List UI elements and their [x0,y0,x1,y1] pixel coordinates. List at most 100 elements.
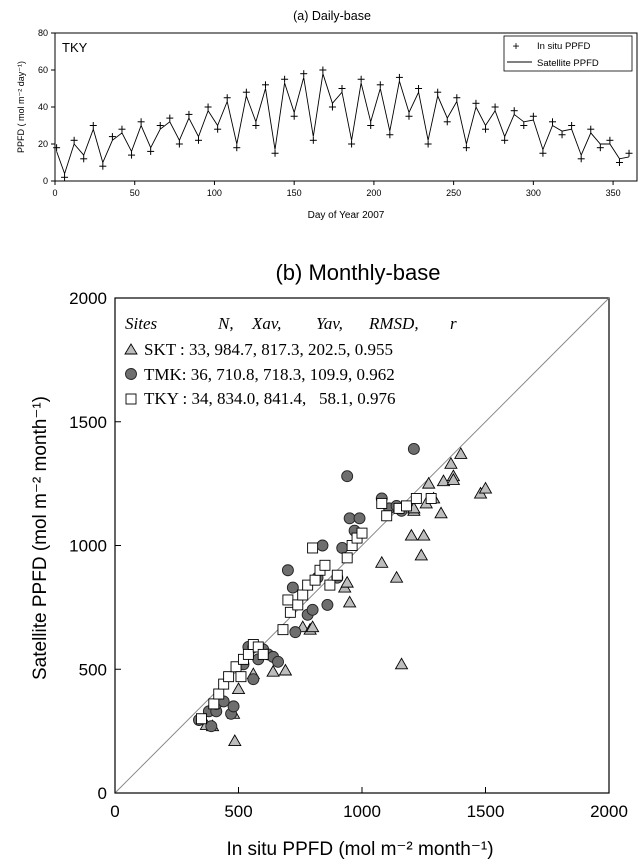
tky-point [208,698,220,710]
insitu-point [175,140,183,148]
tky-point [309,574,321,586]
monthly-x-axis: 0 500 1000 1500 2000 [110,787,628,821]
monthly-points [193,443,493,746]
insitu-point [424,140,432,148]
daily-y-tick-label: 40 [38,102,48,112]
insitu-point [80,155,88,163]
daily-x-axis-label: Day of Year 2007 [308,210,385,221]
skt-point [414,548,429,561]
insitu-point [319,66,327,74]
tmk-point [286,581,299,594]
tky-point [297,589,309,601]
tky-point [376,497,388,509]
insitu-point [491,103,499,111]
daily-x-tick-label: 150 [287,188,302,198]
skt-point [305,620,320,633]
insitu-point [472,99,480,107]
insitu-point [281,75,289,83]
skt-point [342,595,357,608]
monthly-x-tick-label: 1500 [467,802,505,821]
insitu-point [615,159,623,166]
skt-point [278,663,293,676]
monthly-chart-title: (b) Monthly-base [275,260,440,285]
legend-header-sites: Sites [125,314,157,333]
daily-y-axis-label: PPFD ( mol m⁻² day⁻¹) [16,61,26,153]
insitu-point [529,112,537,120]
tmk-point [227,700,240,713]
tky-point [282,594,294,606]
legend-header-rmsd: RMSD, [368,314,419,333]
insitu-point [510,107,518,115]
tky-point [277,624,289,636]
insitu-point [386,131,394,139]
insitu-point [195,136,203,144]
insitu-point [89,122,97,129]
insitu-point [625,149,633,157]
daily-chart-title: (a) Daily-base [293,9,371,23]
insitu-point [405,112,413,120]
insitu-point [520,122,528,129]
daily-x-tick-label: 350 [606,188,621,198]
insitu-point [242,88,250,96]
insitu-point [434,88,442,96]
skt-point [446,473,461,485]
legend-header-yav: Yav, [316,314,343,333]
monthly-y-axis: 0 500 1000 1500 2000 [69,289,121,803]
monthly-legend: Sites N, Xav, Yav, RMSD, r SKT : 33, 984… [124,314,457,408]
tky-point [410,493,422,504]
tky-point [257,648,269,660]
insitu-point [501,136,509,144]
insitu-point [453,94,461,102]
monthly-x-tick-label: 1000 [343,802,381,821]
monthly-chart: (b) Monthly-base 0 500 1000 1500 2000 0 500 10… [30,260,628,860]
monthly-y-tick-label: 1500 [69,413,107,432]
insitu-point [587,125,595,133]
skt-point [404,528,419,541]
skt-point [394,657,409,670]
daily-y-tick-label: 0 [43,176,48,186]
daily-x-axis: 0 50 100 150 200 250 300 350 [52,181,621,198]
insitu-point [261,81,269,89]
insitu-point [568,122,576,129]
tky-point [425,493,437,504]
legend-tmk: TMK: 36, 710.8, 718.3, 109.9, 0.962 [144,365,395,384]
insitu-point [539,149,547,157]
tmk-point [247,673,260,686]
monthly-x-axis-label: In situ PPFD (mol m⁻² month⁻¹) [226,839,493,860]
legend-header-n: N, [217,314,234,333]
monthly-x-tick-label: 2000 [590,802,628,821]
insitu-point [147,147,155,155]
skt-point [228,734,242,746]
daily-x-tick-label: 200 [366,188,381,198]
tky-point [341,552,353,564]
legend-header-r: r [450,314,457,333]
tky-point [381,510,393,522]
tmk-point [341,470,354,483]
tmk-point [343,512,356,525]
daily-x-tick-label: 50 [130,188,140,198]
daily-legend-box [503,35,633,72]
tmk-point [306,603,319,616]
insitu-point [99,162,107,170]
satellite-ppfd-line [56,73,630,175]
insitu-point [271,149,279,157]
tmk-point [272,655,284,668]
insitu-point [338,85,346,92]
tky-point [292,599,304,611]
insitu-point [252,122,260,129]
insitu-point [482,125,490,133]
tmk-point [205,720,218,733]
skt-point [416,528,431,541]
daily-x-tick-label: 0 [52,188,57,198]
daily-legend: + In situ PPFD Satellite PPFD [503,35,633,72]
skt-point [444,456,458,469]
monthly-y-tick-label: 500 [79,660,107,679]
tky-point [324,579,336,591]
daily-y-axis: 0 20 40 60 80 [38,28,55,186]
daily-y-tick-label: 20 [38,139,48,149]
tky-point [356,527,368,539]
insitu-point [395,73,403,81]
insitu-point [577,155,585,163]
insitu-point [328,103,336,111]
skt-point [340,575,354,588]
